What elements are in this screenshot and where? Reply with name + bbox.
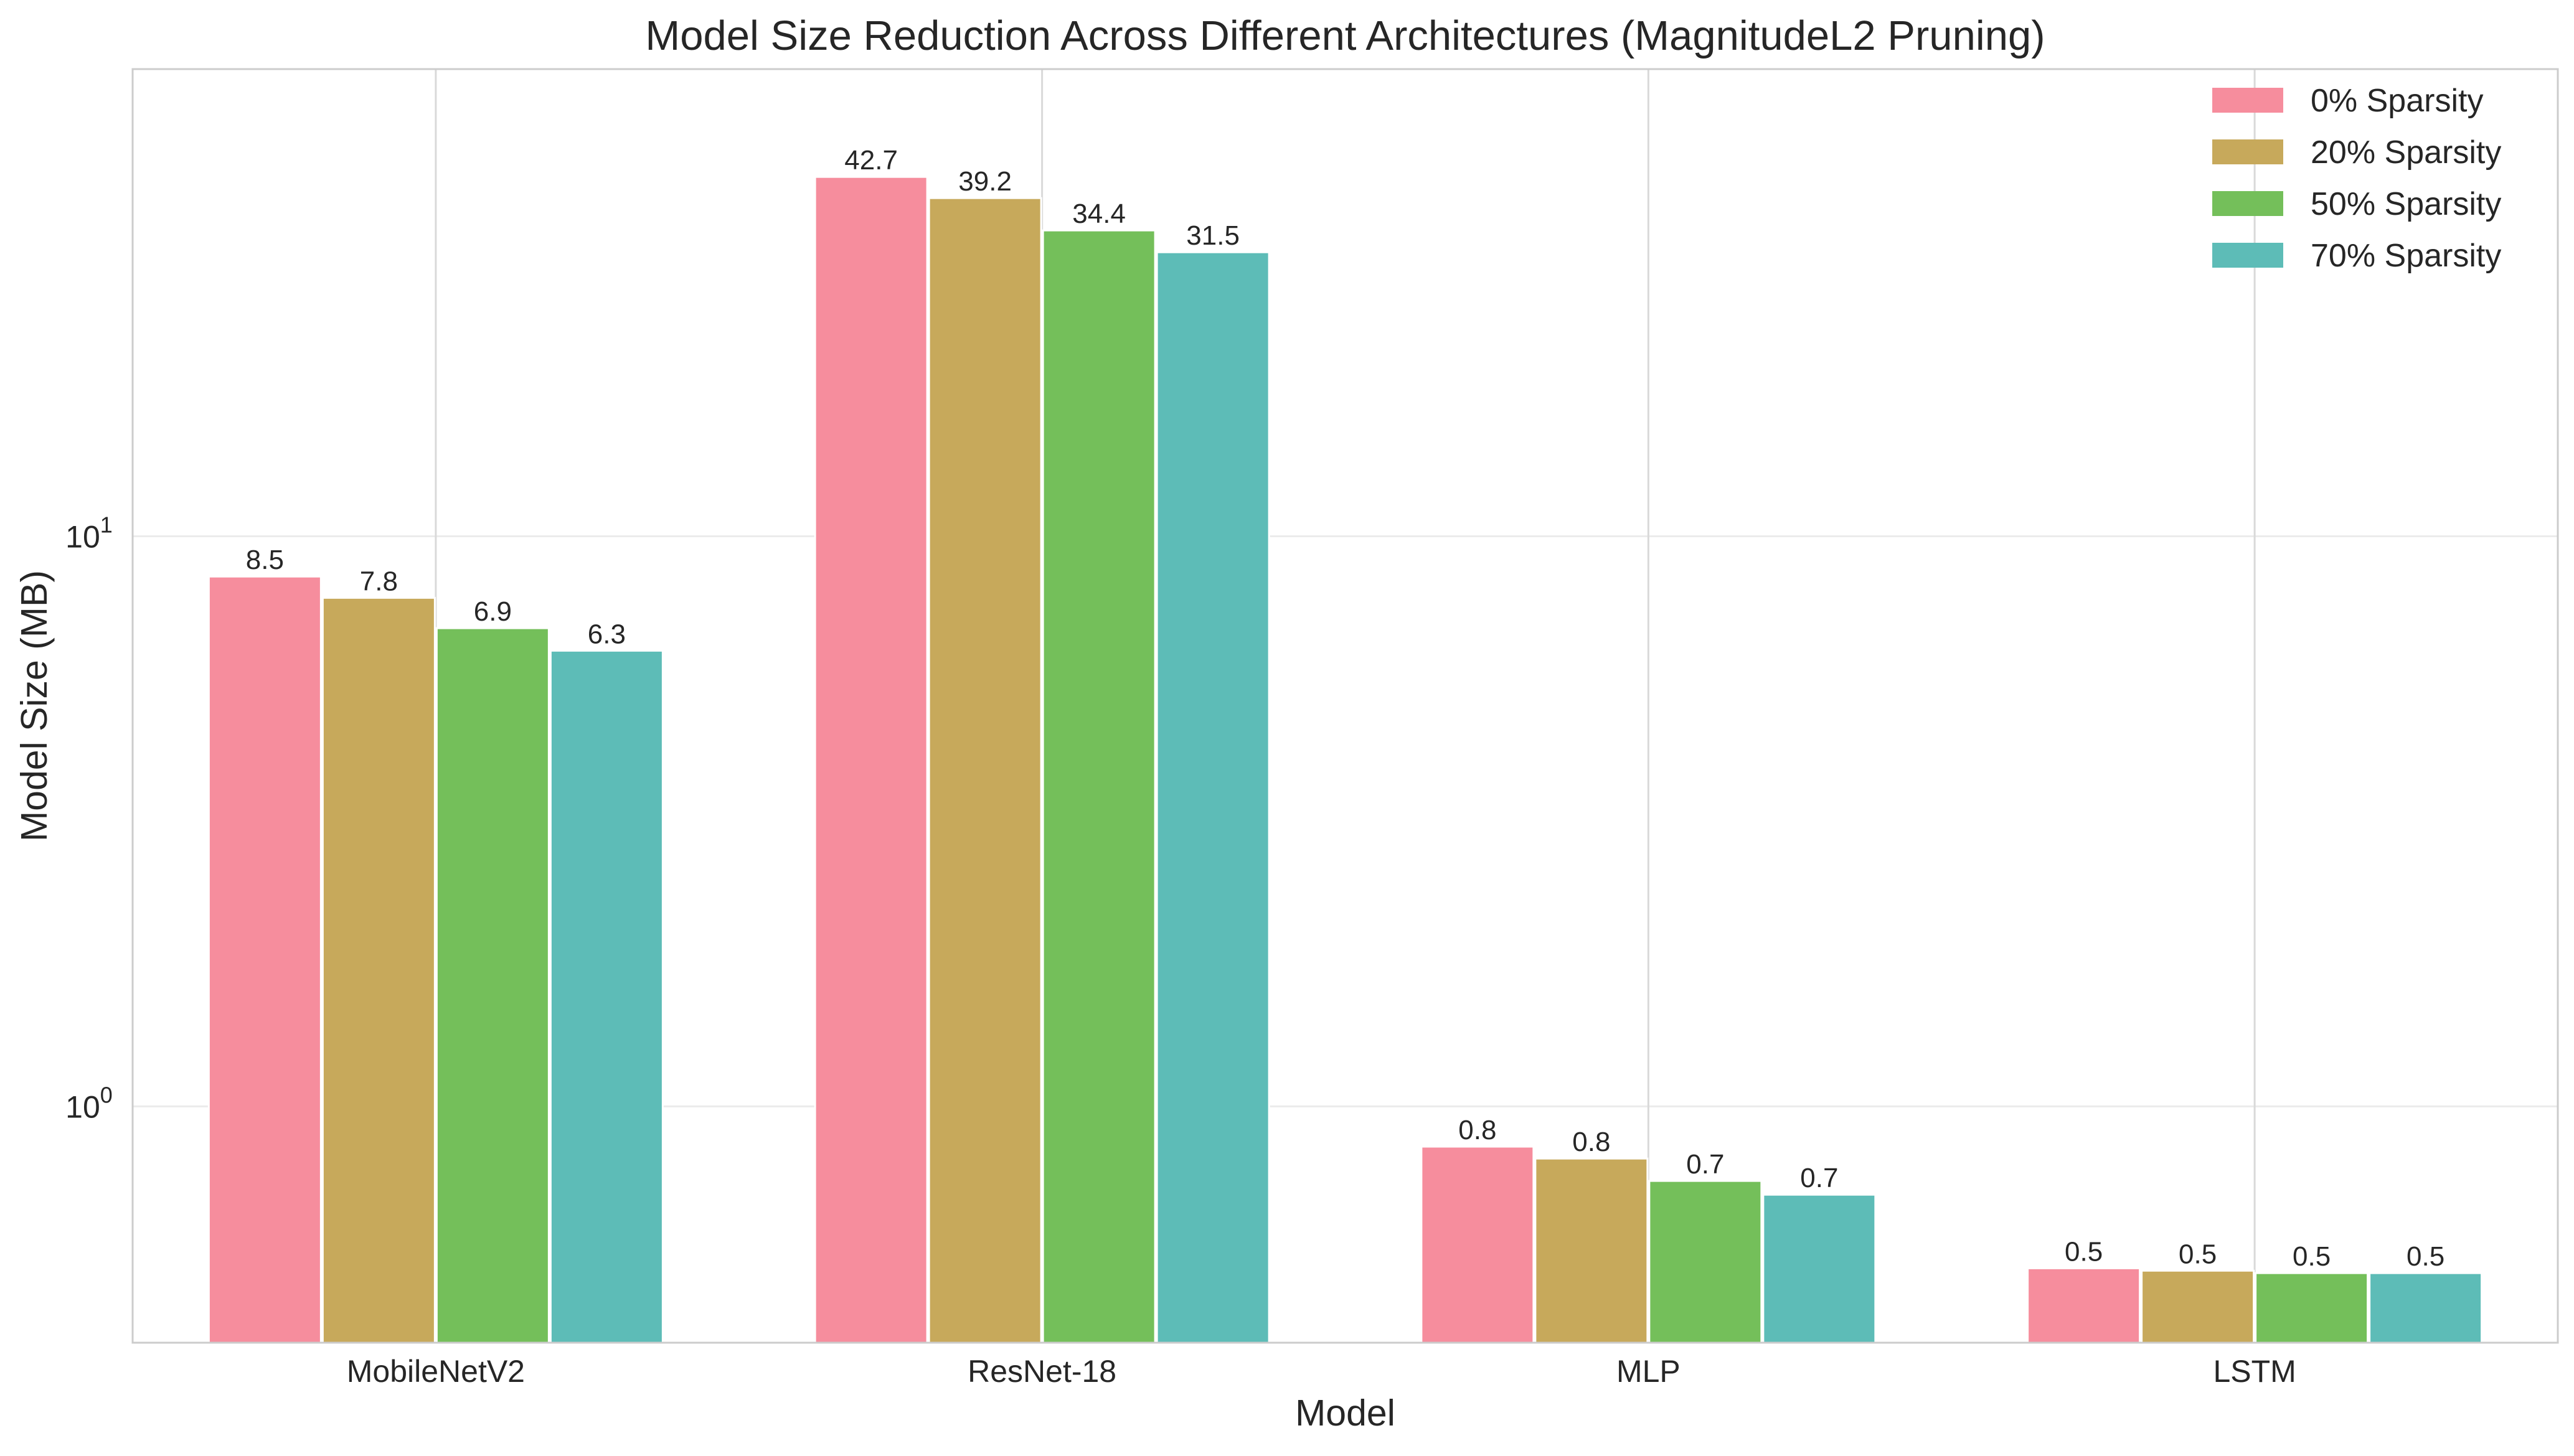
bar-value-label: 0.7: [1686, 1149, 1724, 1180]
bar-value-label: 0.5: [2293, 1241, 2331, 1272]
y-axis-title: Model Size (MB): [14, 570, 55, 842]
y-tick-label: 100: [65, 1082, 113, 1124]
bar-value-label: 0.7: [1800, 1163, 1838, 1193]
x-tick-label: ResNet-18: [968, 1354, 1116, 1389]
legend-swatch: [2212, 191, 2283, 216]
bar-value-label: 0.5: [2407, 1241, 2444, 1272]
bar: [2369, 1272, 2483, 1344]
bar-value-label: 0.8: [1458, 1115, 1496, 1145]
bar: [2027, 1267, 2141, 1344]
bar: [1648, 1180, 1763, 1344]
bars-layer: [207, 176, 2483, 1344]
bar: [435, 627, 550, 1344]
bar-value-label: 6.3: [588, 619, 626, 649]
y-tick-exponent: 0: [100, 1082, 113, 1107]
bar: [1420, 1145, 1535, 1344]
bar-value-label: 39.2: [958, 166, 1012, 197]
y-tick-base: 10: [65, 520, 100, 555]
legend-swatch: [2212, 139, 2283, 164]
plot-frame: [131, 68, 2559, 1344]
y-tick-base: 10: [65, 1089, 100, 1124]
legend-swatch: [2212, 243, 2283, 268]
bar: [549, 649, 664, 1344]
bar-value-label: 0.8: [1572, 1127, 1610, 1157]
bar-value-label: 34.4: [1072, 199, 1126, 229]
bar: [207, 575, 322, 1344]
legend-label: 0% Sparsity: [2311, 83, 2483, 119]
bar: [1762, 1193, 1877, 1344]
bar-value-label: 31.5: [1186, 220, 1240, 251]
bar: [928, 197, 1042, 1344]
legend-swatch: [2212, 88, 2283, 113]
bar-value-label: 42.7: [844, 145, 898, 176]
bar: [1042, 229, 1156, 1344]
legend-label: 70% Sparsity: [2311, 238, 2501, 274]
x-tick-labels: MobileNetV2 ResNet-18 MLP LSTM: [347, 1354, 2296, 1389]
chart-title: Model Size Reduction Across Different Ar…: [645, 12, 2045, 59]
legend: 0% Sparsity 20% Sparsity 50% Sparsity 70% S…: [2212, 83, 2501, 274]
bar-value-label: 6.9: [474, 596, 512, 627]
bar-value-label: 8.5: [246, 545, 284, 575]
y-tick-label: 101: [65, 512, 113, 555]
y-tick-exponent: 1: [100, 512, 113, 538]
x-tick-label: LSTM: [2213, 1354, 2296, 1389]
x-tick-label: MobileNetV2: [347, 1354, 525, 1389]
bar-value-label: 7.8: [360, 566, 398, 596]
bar: [1156, 251, 1270, 1344]
x-axis-title: Model: [1295, 1393, 1395, 1434]
bar: [814, 176, 928, 1344]
legend-label: 50% Sparsity: [2311, 186, 2501, 222]
x-tick-label: MLP: [1616, 1354, 1681, 1389]
bar-value-label: 0.5: [2179, 1239, 2217, 1269]
bar: [2255, 1272, 2369, 1344]
legend-label: 20% Sparsity: [2311, 134, 2501, 171]
bar: [1534, 1157, 1649, 1344]
bar: [321, 596, 436, 1344]
bar-value-label: 0.5: [2065, 1236, 2103, 1267]
data-labels-layer: 8.5 7.8 6.9 6.3 42.7 39.2 34.4 31.5 0.8 0.8 0.7 0.7…: [246, 145, 2444, 1272]
bar: [2141, 1269, 2255, 1344]
